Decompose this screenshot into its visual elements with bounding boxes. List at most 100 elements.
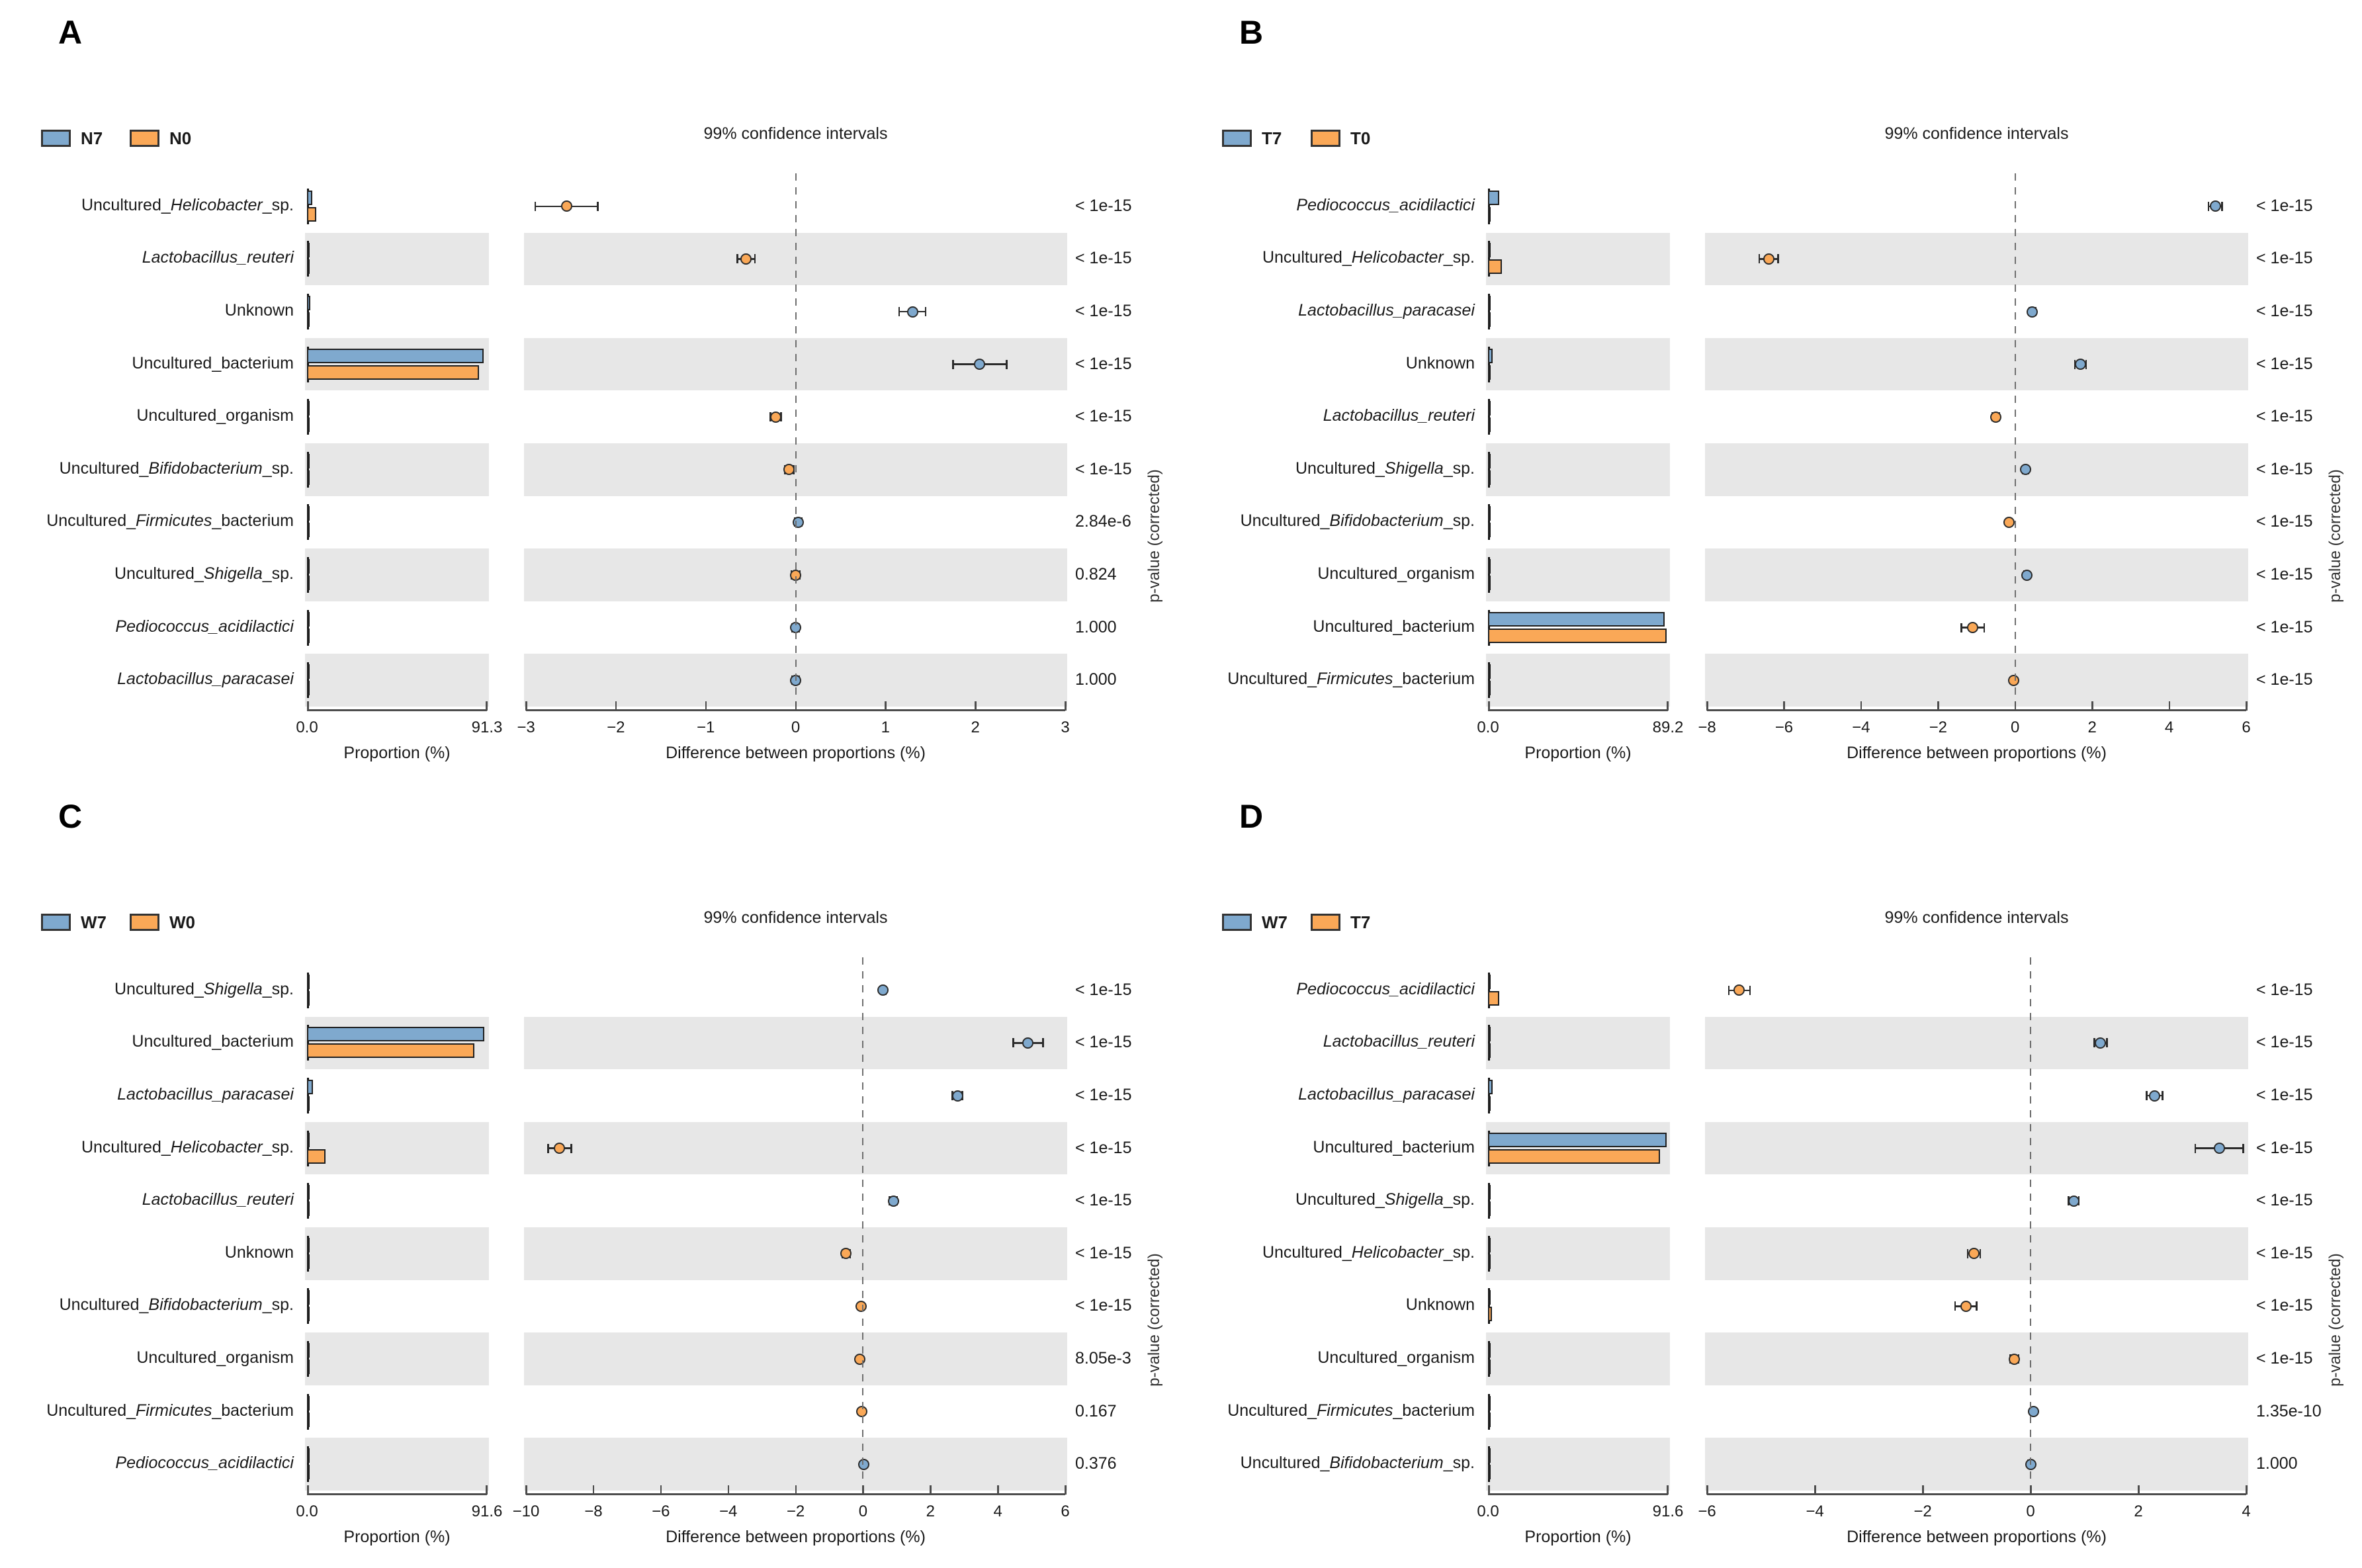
proportion-axis-title: Proportion (%) — [1524, 744, 1632, 762]
taxon-label: Pediococcus_acidilactici — [115, 617, 294, 636]
taxon-label: Uncultured_Shigella_sp. — [1295, 458, 1475, 478]
ci-dot — [856, 1406, 868, 1418]
bar-axis-tick — [307, 294, 309, 329]
axis-tick — [1860, 701, 1862, 711]
axis-tick — [2030, 1485, 2032, 1495]
p-value: < 1e-15 — [1075, 302, 1132, 320]
ci-error-cap — [1954, 1301, 1956, 1311]
proportion-bar-group1 — [1488, 1448, 1491, 1463]
bar-axis-tick — [1488, 557, 1490, 593]
axis-tick — [615, 701, 617, 711]
ci-error-cap — [754, 254, 756, 264]
ci-error-cap — [570, 1143, 572, 1153]
p-value: < 1e-15 — [2256, 617, 2313, 636]
ci-error-cap — [924, 307, 927, 316]
p-value: < 1e-15 — [2256, 249, 2313, 268]
axis-tick — [2091, 701, 2093, 711]
bar-axis-tick — [307, 451, 309, 488]
proportion-bar-group2 — [1488, 206, 1491, 222]
proportion-bar-group2 — [1488, 523, 1491, 538]
p-value: < 1e-15 — [1075, 196, 1132, 215]
taxon-label: Pediococcus_acidilactici — [115, 1454, 294, 1473]
zero-reference-line — [2014, 173, 2016, 708]
taxon-label: Pediococcus_acidilactici — [1296, 195, 1475, 214]
panel-d: D W7 T7 99% confidence intervals Pedioco… — [1181, 784, 2362, 1568]
proportion-bar-group1 — [1488, 401, 1491, 416]
bar-axis-tick — [307, 1288, 309, 1325]
difference-tick-label: 0 — [2011, 719, 2020, 736]
ci-error-cap — [736, 254, 738, 264]
proportion-axis — [1488, 709, 1668, 711]
taxon-label: Uncultured_Bifidobacterium_sp. — [59, 458, 294, 478]
legend-label-group1: N7 — [81, 128, 103, 148]
p-value: 8.05e-3 — [1075, 1349, 1131, 1368]
proportion-bar-group2 — [307, 1096, 310, 1111]
proportion-bar-group2 — [307, 312, 310, 327]
proportion-bar-group1 — [307, 1132, 310, 1147]
difference-tick-label: −4 — [1806, 1503, 1824, 1520]
bar-axis-tick — [1488, 662, 1490, 699]
proportion-bar-group2 — [307, 470, 310, 485]
row-band — [1486, 1227, 1670, 1280]
proportion-bar-group1 — [307, 1395, 310, 1411]
taxon-label: Uncultured_Helicobacter_sp. — [1262, 1242, 1475, 1262]
p-value-axis-label: p-value (corrected) — [1145, 469, 1163, 603]
p-value: < 1e-15 — [2256, 1243, 2313, 1262]
proportion-bar-group1 — [1488, 559, 1491, 574]
axis-tick — [2246, 1485, 2248, 1495]
proportion-bar-group2 — [1488, 1360, 1491, 1374]
taxon-label: Lactobacillus_reuteri — [1323, 406, 1475, 425]
ci-error-cap — [1976, 1301, 1978, 1311]
ci-dot — [887, 1195, 899, 1207]
p-value-axis-label: p-value (corrected) — [2326, 469, 2344, 603]
row-band — [1486, 1332, 1670, 1385]
row-band — [1705, 1438, 2248, 1491]
zero-reference-line — [862, 957, 864, 1492]
taxon-label: Uncultured_bacterium — [1313, 1137, 1475, 1156]
taxon-label: Uncultured_Helicobacter_sp. — [81, 195, 294, 214]
ci-dot — [2009, 1353, 2021, 1365]
bar-axis-tick — [307, 972, 309, 1008]
p-value: < 1e-15 — [1075, 1086, 1132, 1104]
difference-tick-label: −8 — [584, 1503, 603, 1520]
proportion-bar-group2 — [1488, 1412, 1491, 1427]
proportion-bar-group2 — [1488, 576, 1491, 590]
p-value: < 1e-15 — [2256, 670, 2313, 689]
p-value: < 1e-15 — [1075, 1191, 1132, 1210]
proportion-bar-group2 — [307, 1412, 310, 1427]
ci-dot — [1968, 1248, 1980, 1260]
axis-tick — [1065, 701, 1067, 711]
axis-tick — [525, 1485, 527, 1495]
p-value: 0.376 — [1075, 1454, 1117, 1473]
p-value: 1.35e-10 — [2256, 1401, 2322, 1420]
rows-layer: Uncultured_Shigella_sp. < 1e-15 Uncultured… — [0, 784, 1181, 1568]
difference-tick-label: −1 — [696, 719, 715, 736]
row-band — [1486, 337, 1670, 391]
proportion-bar-group1 — [307, 348, 484, 363]
ci-dot — [2095, 1037, 2107, 1049]
proportion-bar-group1 — [1488, 611, 1665, 627]
taxon-label: Uncultured_Shigella_sp. — [114, 979, 294, 998]
difference-tick-label: 6 — [2242, 719, 2251, 736]
p-value: < 1e-15 — [2256, 980, 2313, 999]
axis-tick — [1667, 701, 1669, 711]
taxon-label: Lactobacillus_paracasei — [1298, 1085, 1475, 1104]
proportion-bar-group2 — [307, 523, 310, 538]
difference-tick-label: 0 — [2026, 1503, 2035, 1520]
legend-label-group1: T7 — [1262, 128, 1282, 148]
bar-axis-tick — [1488, 1078, 1490, 1113]
axis-tick — [1937, 701, 1939, 711]
row-band — [1486, 548, 1670, 601]
difference-tick-label: 6 — [1061, 1503, 1070, 1520]
bar-axis-tick — [1488, 609, 1490, 646]
ci-dot — [1733, 984, 1745, 996]
taxon-label: Uncultured_Helicobacter_sp. — [81, 1137, 294, 1156]
difference-tick-label: 2 — [971, 719, 980, 736]
axis-tick — [307, 1485, 309, 1495]
ci-dot — [2148, 1090, 2160, 1102]
ci-error-cap — [1012, 1038, 1014, 1048]
proportion-bar-group2 — [1488, 470, 1491, 485]
row-band — [1486, 1016, 1670, 1070]
bar-axis-tick — [307, 1025, 309, 1061]
row-band — [524, 1332, 1067, 1385]
